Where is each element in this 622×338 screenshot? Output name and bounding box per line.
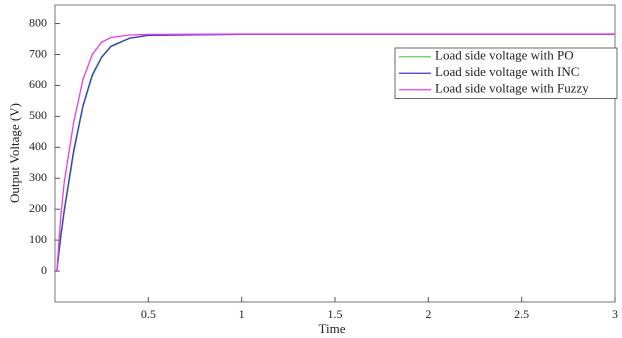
series-line bbox=[55, 33, 615, 272]
x-tick-label: 2 bbox=[425, 307, 431, 321]
y-axis-label: Output Voltage (V) bbox=[7, 103, 22, 203]
y-tick-label: 500 bbox=[29, 108, 47, 122]
x-tick-label: 1.5 bbox=[328, 307, 343, 321]
legend-label: Load side voltage with INC bbox=[435, 64, 579, 79]
legend-label: Load side voltage with Fuzzy bbox=[435, 81, 589, 96]
legend-box bbox=[394, 47, 618, 99]
y-tick-label: 400 bbox=[29, 139, 47, 153]
x-tick-label: 2.5 bbox=[514, 307, 529, 321]
y-tick-label: 100 bbox=[29, 232, 47, 246]
x-axis-label: Time bbox=[319, 321, 346, 336]
y-tick-label: 800 bbox=[29, 15, 47, 29]
x-tick-label: 3 bbox=[612, 307, 618, 321]
y-tick-label: 300 bbox=[29, 170, 47, 184]
y-tick-label: 200 bbox=[29, 201, 47, 215]
y-tick-label: 700 bbox=[29, 46, 47, 60]
x-tick-label: 1 bbox=[239, 307, 245, 321]
x-tick-label: 0.5 bbox=[141, 307, 156, 321]
legend-label: Load side voltage with PO bbox=[435, 48, 574, 63]
y-tick-label: 600 bbox=[29, 77, 47, 91]
y-tick-label: 0 bbox=[41, 263, 47, 277]
